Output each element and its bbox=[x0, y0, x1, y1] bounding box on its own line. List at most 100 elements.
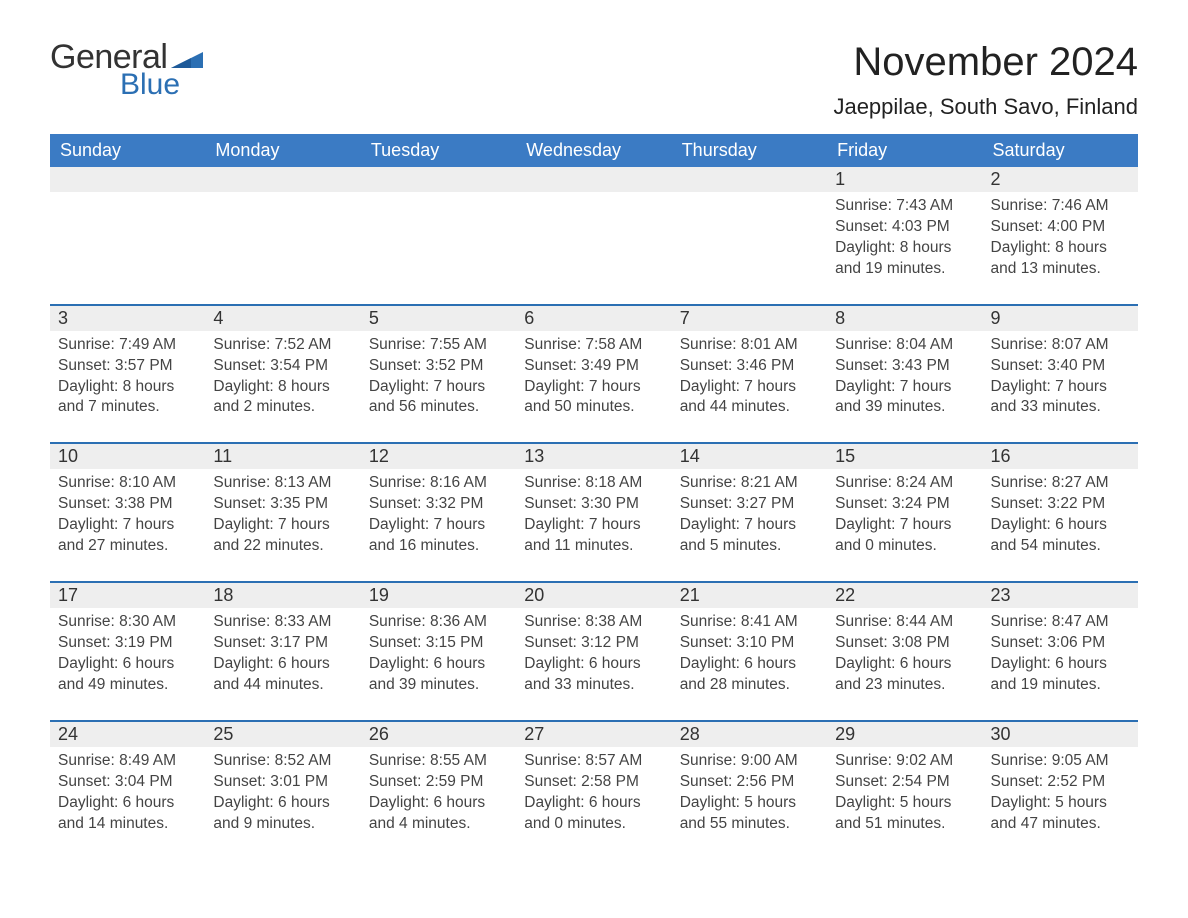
day-number: 1 bbox=[827, 167, 982, 192]
day-dl1: Daylight: 6 hours bbox=[680, 654, 819, 675]
day-details: Sunrise: 8:49 AMSunset: 3:04 PMDaylight:… bbox=[50, 747, 205, 859]
day-sunset: Sunset: 3:17 PM bbox=[213, 633, 352, 654]
day-number: 20 bbox=[516, 583, 671, 608]
day-sunrise: Sunrise: 8:57 AM bbox=[524, 751, 663, 772]
day-dl1: Daylight: 8 hours bbox=[213, 377, 352, 398]
day-sunrise: Sunrise: 7:49 AM bbox=[58, 335, 197, 356]
day-details: Sunrise: 8:55 AMSunset: 2:59 PMDaylight:… bbox=[361, 747, 516, 859]
day-number: 7 bbox=[672, 306, 827, 331]
calendar-day-cell: 12Sunrise: 8:16 AMSunset: 3:32 PMDayligh… bbox=[361, 442, 516, 581]
day-dl2: and 14 minutes. bbox=[58, 814, 197, 835]
calendar-table: Sunday Monday Tuesday Wednesday Thursday… bbox=[50, 134, 1138, 858]
day-dl1: Daylight: 6 hours bbox=[369, 654, 508, 675]
calendar-day-cell: 27Sunrise: 8:57 AMSunset: 2:58 PMDayligh… bbox=[516, 720, 671, 859]
day-sunset: Sunset: 2:52 PM bbox=[991, 772, 1130, 793]
calendar-day-cell: 4Sunrise: 7:52 AMSunset: 3:54 PMDaylight… bbox=[205, 304, 360, 443]
calendar-day-cell bbox=[672, 167, 827, 304]
calendar-day-cell: 9Sunrise: 8:07 AMSunset: 3:40 PMDaylight… bbox=[983, 304, 1138, 443]
day-sunrise: Sunrise: 8:41 AM bbox=[680, 612, 819, 633]
calendar-day-cell: 29Sunrise: 9:02 AMSunset: 2:54 PMDayligh… bbox=[827, 720, 982, 859]
day-dl1: Daylight: 7 hours bbox=[835, 515, 974, 536]
day-number: 15 bbox=[827, 444, 982, 469]
calendar-day-cell: 3Sunrise: 7:49 AMSunset: 3:57 PMDaylight… bbox=[50, 304, 205, 443]
day-details: Sunrise: 8:41 AMSunset: 3:10 PMDaylight:… bbox=[672, 608, 827, 720]
day-details: Sunrise: 7:49 AMSunset: 3:57 PMDaylight:… bbox=[50, 331, 205, 443]
day-dl2: and 11 minutes. bbox=[524, 536, 663, 557]
day-dl2: and 44 minutes. bbox=[213, 675, 352, 696]
calendar-day-cell: 28Sunrise: 9:00 AMSunset: 2:56 PMDayligh… bbox=[672, 720, 827, 859]
day-dl1: Daylight: 6 hours bbox=[835, 654, 974, 675]
day-number: 30 bbox=[983, 722, 1138, 747]
dow-thursday: Thursday bbox=[672, 134, 827, 167]
day-sunrise: Sunrise: 8:16 AM bbox=[369, 473, 508, 494]
day-dl1: Daylight: 6 hours bbox=[213, 654, 352, 675]
day-details: Sunrise: 8:36 AMSunset: 3:15 PMDaylight:… bbox=[361, 608, 516, 720]
calendar-day-cell: 21Sunrise: 8:41 AMSunset: 3:10 PMDayligh… bbox=[672, 581, 827, 720]
calendar-day-cell bbox=[516, 167, 671, 304]
day-number: 14 bbox=[672, 444, 827, 469]
calendar-day-cell: 14Sunrise: 8:21 AMSunset: 3:27 PMDayligh… bbox=[672, 442, 827, 581]
day-dl2: and 33 minutes. bbox=[524, 675, 663, 696]
day-sunset: Sunset: 4:03 PM bbox=[835, 217, 974, 238]
calendar-day-cell: 18Sunrise: 8:33 AMSunset: 3:17 PMDayligh… bbox=[205, 581, 360, 720]
day-sunrise: Sunrise: 7:43 AM bbox=[835, 196, 974, 217]
day-dl1: Daylight: 6 hours bbox=[58, 793, 197, 814]
day-number: 12 bbox=[361, 444, 516, 469]
day-sunset: Sunset: 3:22 PM bbox=[991, 494, 1130, 515]
day-number: 21 bbox=[672, 583, 827, 608]
day-sunset: Sunset: 3:19 PM bbox=[58, 633, 197, 654]
day-details: Sunrise: 8:38 AMSunset: 3:12 PMDaylight:… bbox=[516, 608, 671, 720]
day-dl1: Daylight: 5 hours bbox=[835, 793, 974, 814]
day-dl1: Daylight: 6 hours bbox=[524, 793, 663, 814]
day-dl1: Daylight: 7 hours bbox=[58, 515, 197, 536]
day-sunrise: Sunrise: 9:05 AM bbox=[991, 751, 1130, 772]
dow-saturday: Saturday bbox=[983, 134, 1138, 167]
day-sunrise: Sunrise: 8:01 AM bbox=[680, 335, 819, 356]
day-details: Sunrise: 8:13 AMSunset: 3:35 PMDaylight:… bbox=[205, 469, 360, 581]
day-sunrise: Sunrise: 8:10 AM bbox=[58, 473, 197, 494]
day-dl2: and 44 minutes. bbox=[680, 397, 819, 418]
day-details: Sunrise: 8:07 AMSunset: 3:40 PMDaylight:… bbox=[983, 331, 1138, 443]
day-details: Sunrise: 8:47 AMSunset: 3:06 PMDaylight:… bbox=[983, 608, 1138, 720]
day-sunrise: Sunrise: 8:04 AM bbox=[835, 335, 974, 356]
day-sunrise: Sunrise: 7:52 AM bbox=[213, 335, 352, 356]
day-sunrise: Sunrise: 8:47 AM bbox=[991, 612, 1130, 633]
day-sunrise: Sunrise: 8:55 AM bbox=[369, 751, 508, 772]
day-dl1: Daylight: 7 hours bbox=[369, 377, 508, 398]
day-dl1: Daylight: 6 hours bbox=[991, 515, 1130, 536]
day-details: Sunrise: 8:16 AMSunset: 3:32 PMDaylight:… bbox=[361, 469, 516, 581]
day-details: Sunrise: 9:05 AMSunset: 2:52 PMDaylight:… bbox=[983, 747, 1138, 859]
day-details: Sunrise: 7:58 AMSunset: 3:49 PMDaylight:… bbox=[516, 331, 671, 443]
day-number bbox=[50, 167, 205, 192]
day-sunrise: Sunrise: 8:07 AM bbox=[991, 335, 1130, 356]
day-sunset: Sunset: 3:10 PM bbox=[680, 633, 819, 654]
day-sunset: Sunset: 3:57 PM bbox=[58, 356, 197, 377]
header-row: General Blue November 2024 Jaeppilae, So… bbox=[50, 40, 1138, 120]
day-number: 13 bbox=[516, 444, 671, 469]
day-number: 22 bbox=[827, 583, 982, 608]
calendar-body: 1 Sunrise: 7:43 AMSunset: 4:03 PM Daylight… bbox=[50, 167, 1138, 858]
day-sunrise: Sunrise: 9:00 AM bbox=[680, 751, 819, 772]
day-dl2: and 19 minutes. bbox=[991, 675, 1130, 696]
day-dl2: and 13 minutes. bbox=[991, 259, 1130, 280]
calendar-week-row: 24Sunrise: 8:49 AMSunset: 3:04 PMDayligh… bbox=[50, 720, 1138, 859]
day-number: 8 bbox=[827, 306, 982, 331]
day-sunrise: Sunrise: 8:36 AM bbox=[369, 612, 508, 633]
day-number: 26 bbox=[361, 722, 516, 747]
day-sunset: Sunset: 4:00 PM bbox=[991, 217, 1130, 238]
calendar-day-cell: 19Sunrise: 8:36 AMSunset: 3:15 PMDayligh… bbox=[361, 581, 516, 720]
day-number: 29 bbox=[827, 722, 982, 747]
dow-friday: Friday bbox=[827, 134, 982, 167]
day-number: 5 bbox=[361, 306, 516, 331]
day-number bbox=[516, 167, 671, 192]
day-number bbox=[672, 167, 827, 192]
day-dl2: and 5 minutes. bbox=[680, 536, 819, 557]
calendar-week-row: 3Sunrise: 7:49 AMSunset: 3:57 PMDaylight… bbox=[50, 304, 1138, 443]
calendar-day-cell bbox=[205, 167, 360, 304]
day-details: Sunrise: 8:27 AMSunset: 3:22 PMDaylight:… bbox=[983, 469, 1138, 581]
day-number: 24 bbox=[50, 722, 205, 747]
day-dl2: and 23 minutes. bbox=[835, 675, 974, 696]
day-details: Sunrise: 7:46 AMSunset: 4:00 PMDaylight:… bbox=[983, 192, 1138, 304]
day-sunrise: Sunrise: 7:58 AM bbox=[524, 335, 663, 356]
day-sunrise: Sunrise: 9:02 AM bbox=[835, 751, 974, 772]
